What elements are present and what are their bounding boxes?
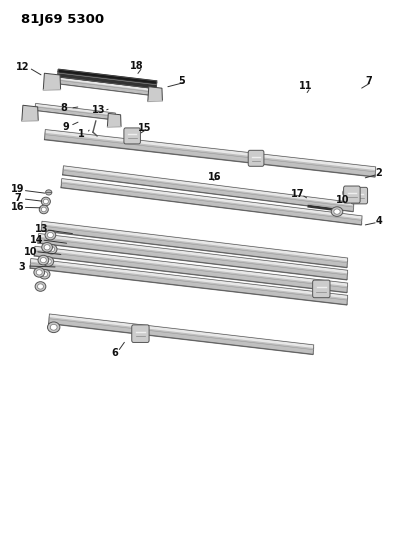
FancyBboxPatch shape	[124, 128, 140, 144]
Text: 2: 2	[375, 168, 382, 178]
Text: 4: 4	[375, 216, 382, 226]
Polygon shape	[61, 181, 362, 223]
Polygon shape	[45, 130, 376, 169]
Ellipse shape	[331, 207, 343, 216]
Polygon shape	[63, 166, 354, 205]
Polygon shape	[35, 246, 348, 286]
Ellipse shape	[45, 190, 52, 195]
Text: 3: 3	[18, 262, 25, 271]
Polygon shape	[63, 173, 353, 212]
Ellipse shape	[39, 269, 50, 279]
Polygon shape	[58, 71, 157, 87]
Polygon shape	[61, 186, 361, 225]
Polygon shape	[148, 101, 162, 102]
Text: 10: 10	[336, 195, 349, 205]
Polygon shape	[34, 249, 347, 291]
Ellipse shape	[42, 243, 52, 252]
Polygon shape	[49, 322, 313, 354]
Text: 9: 9	[63, 122, 69, 132]
Polygon shape	[62, 179, 362, 218]
Text: 13: 13	[35, 224, 48, 234]
Ellipse shape	[35, 281, 46, 291]
Text: 10: 10	[24, 247, 38, 257]
Ellipse shape	[49, 247, 55, 252]
Ellipse shape	[334, 209, 340, 214]
Polygon shape	[30, 261, 347, 303]
FancyBboxPatch shape	[344, 186, 360, 203]
Ellipse shape	[47, 322, 60, 333]
Polygon shape	[58, 77, 157, 91]
Text: 81J69 5300: 81J69 5300	[21, 13, 104, 26]
Polygon shape	[35, 105, 115, 119]
Ellipse shape	[39, 205, 48, 214]
Polygon shape	[22, 105, 38, 121]
Polygon shape	[45, 138, 375, 177]
Polygon shape	[30, 266, 347, 305]
Polygon shape	[58, 69, 157, 83]
Ellipse shape	[38, 255, 49, 265]
FancyBboxPatch shape	[313, 280, 330, 297]
Polygon shape	[36, 103, 115, 115]
FancyBboxPatch shape	[248, 150, 264, 166]
Polygon shape	[38, 233, 348, 273]
Polygon shape	[43, 73, 61, 90]
Text: 16: 16	[11, 203, 24, 212]
Polygon shape	[49, 314, 314, 348]
Polygon shape	[58, 76, 156, 88]
Ellipse shape	[36, 270, 42, 275]
Polygon shape	[31, 259, 348, 298]
Text: 5: 5	[178, 76, 185, 86]
Text: 18: 18	[130, 61, 143, 71]
Ellipse shape	[343, 187, 358, 199]
Polygon shape	[42, 221, 348, 261]
Ellipse shape	[45, 230, 56, 240]
FancyBboxPatch shape	[351, 187, 368, 204]
Polygon shape	[22, 120, 38, 121]
Text: 7: 7	[366, 76, 372, 86]
Text: 8: 8	[61, 103, 67, 112]
Text: 7: 7	[14, 193, 21, 203]
Text: 6: 6	[112, 348, 118, 358]
Ellipse shape	[42, 272, 47, 277]
Text: 15: 15	[138, 123, 151, 133]
Polygon shape	[45, 132, 375, 175]
Ellipse shape	[43, 199, 48, 204]
Text: 14: 14	[31, 235, 44, 245]
Polygon shape	[34, 254, 347, 293]
FancyBboxPatch shape	[132, 325, 149, 343]
Polygon shape	[41, 224, 347, 266]
Text: 11: 11	[299, 82, 312, 91]
Polygon shape	[148, 87, 162, 102]
Polygon shape	[41, 229, 347, 268]
Text: 16: 16	[208, 172, 221, 182]
Text: 17: 17	[291, 189, 304, 199]
Polygon shape	[38, 241, 347, 280]
Polygon shape	[35, 109, 115, 120]
Polygon shape	[63, 168, 354, 210]
Ellipse shape	[45, 259, 51, 264]
Ellipse shape	[41, 197, 50, 206]
Ellipse shape	[41, 207, 46, 212]
Ellipse shape	[47, 232, 53, 238]
Polygon shape	[38, 236, 347, 278]
Ellipse shape	[34, 268, 45, 277]
Polygon shape	[49, 317, 313, 353]
Ellipse shape	[44, 245, 50, 250]
Ellipse shape	[43, 256, 54, 266]
Text: 12: 12	[16, 62, 29, 71]
Text: 19: 19	[11, 184, 24, 194]
Ellipse shape	[38, 284, 43, 289]
Ellipse shape	[346, 189, 354, 197]
Text: 1: 1	[78, 129, 85, 139]
Ellipse shape	[50, 324, 57, 330]
Ellipse shape	[40, 257, 46, 263]
Text: 13: 13	[93, 106, 106, 115]
Ellipse shape	[46, 244, 57, 254]
Polygon shape	[107, 114, 121, 127]
Polygon shape	[58, 83, 156, 96]
Polygon shape	[58, 78, 157, 95]
